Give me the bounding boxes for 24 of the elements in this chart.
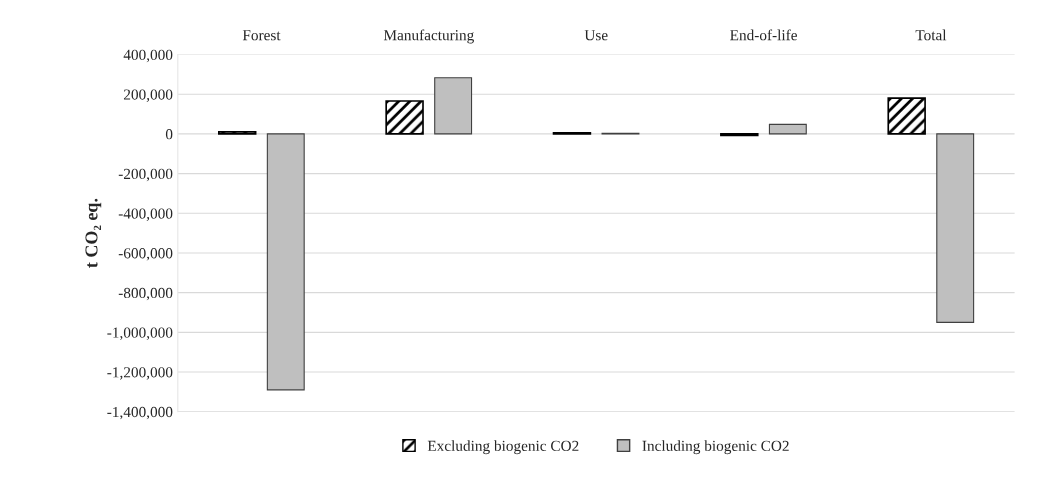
legend-label: Excluding biogenic CO2 xyxy=(427,440,579,455)
x-tick-label: Total xyxy=(915,29,947,41)
bar xyxy=(434,77,473,135)
y-tick-label: -1,200,000 xyxy=(107,367,173,380)
y-tick-label: -1,000,000 xyxy=(107,327,173,340)
bar xyxy=(385,100,424,135)
x-tick-label: Use xyxy=(584,30,608,41)
bar xyxy=(887,97,926,135)
legend-label: Including biogenic CO2 xyxy=(642,440,789,455)
bar xyxy=(936,133,975,323)
x-tick-label: Manufacturing xyxy=(383,29,474,44)
y-axis-title: t CO₂ eq. xyxy=(85,198,102,268)
y-tick-label: -800,000 xyxy=(118,287,173,301)
x-tick-label: End-of-life xyxy=(730,29,797,41)
y-tick-label: -600,000 xyxy=(118,248,173,261)
bar xyxy=(266,133,305,391)
y-tick-label: -1,400,000 xyxy=(107,406,173,420)
bar xyxy=(768,123,807,135)
y-tick-label: 0 xyxy=(165,129,173,140)
y-tick-label: 200,000 xyxy=(123,89,173,102)
y-tick-label: -200,000 xyxy=(118,168,173,182)
y-tick-label: -400,000 xyxy=(118,208,173,221)
x-tick-label: Forest xyxy=(242,30,281,41)
y-tick-label: 400,000 xyxy=(123,49,173,63)
